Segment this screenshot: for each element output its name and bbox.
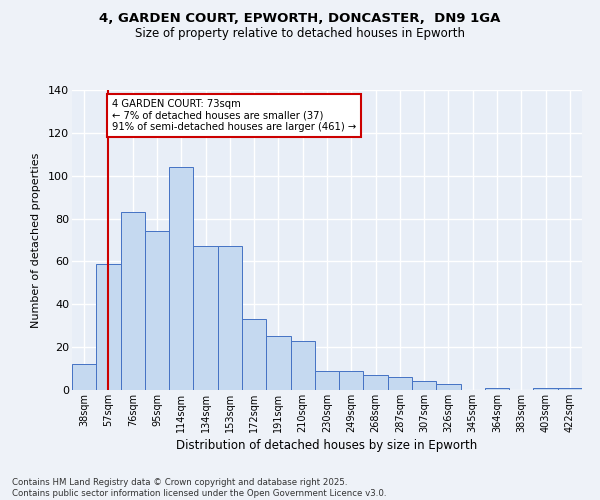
Bar bbox=[290, 340, 315, 390]
Text: 4 GARDEN COURT: 73sqm
← 7% of detached houses are smaller (37)
91% of semi-detac: 4 GARDEN COURT: 73sqm ← 7% of detached h… bbox=[112, 98, 356, 132]
Bar bbox=[193, 246, 218, 390]
X-axis label: Distribution of detached houses by size in Epworth: Distribution of detached houses by size … bbox=[176, 439, 478, 452]
Bar bbox=[339, 370, 364, 390]
Bar bbox=[364, 375, 388, 390]
Bar bbox=[412, 382, 436, 390]
Bar bbox=[242, 320, 266, 390]
Text: Size of property relative to detached houses in Epworth: Size of property relative to detached ho… bbox=[135, 28, 465, 40]
Text: 4, GARDEN COURT, EPWORTH, DONCASTER,  DN9 1GA: 4, GARDEN COURT, EPWORTH, DONCASTER, DN9… bbox=[100, 12, 500, 26]
Bar bbox=[315, 370, 339, 390]
Bar bbox=[533, 388, 558, 390]
Text: Contains HM Land Registry data © Crown copyright and database right 2025.
Contai: Contains HM Land Registry data © Crown c… bbox=[12, 478, 386, 498]
Bar bbox=[218, 246, 242, 390]
Y-axis label: Number of detached properties: Number of detached properties bbox=[31, 152, 41, 328]
Bar bbox=[96, 264, 121, 390]
Bar bbox=[169, 167, 193, 390]
Bar bbox=[436, 384, 461, 390]
Bar bbox=[145, 232, 169, 390]
Bar bbox=[266, 336, 290, 390]
Bar bbox=[485, 388, 509, 390]
Bar bbox=[121, 212, 145, 390]
Bar bbox=[388, 377, 412, 390]
Bar bbox=[558, 388, 582, 390]
Bar bbox=[72, 364, 96, 390]
